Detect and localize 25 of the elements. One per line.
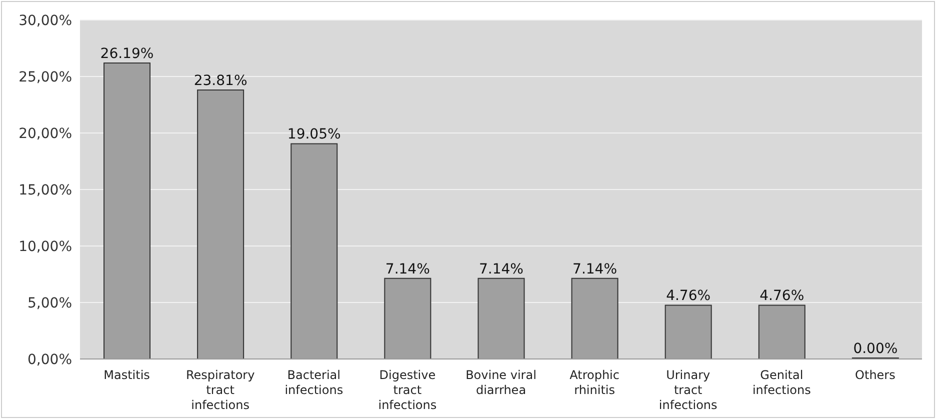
y-tick-label: 10,00% [18,238,72,255]
x-tick-label: Mastitis [104,368,150,382]
x-tick-label: Respiratory tract infections [186,368,255,412]
y-tick-label: 0,00% [28,352,72,368]
data-label: 4.76% [760,288,804,304]
x-tick-label: Digestive tract infections [378,368,437,412]
y-tick-label: 15,00% [18,182,72,198]
y-tick-label: 5,00% [28,295,72,312]
x-tick-label: Urinary tract infections [658,368,718,412]
x-tick-label: Bovine viral diarrhea [466,368,536,397]
data-label: 7.14% [478,261,524,278]
x-tick-label: Others [855,368,896,382]
data-label: 0.00% [853,341,898,357]
data-label: 26.19% [100,46,154,62]
data-label: 19.05% [287,126,341,143]
y-tick-label: 30,00% [18,12,72,29]
data-label: 7.14% [572,261,618,278]
x-tick-label: Atrophic rhinitis [570,368,620,397]
x-tick-label: Bacterial infections [284,368,344,397]
y-tick-label: 20,00% [18,126,72,142]
y-tick-label: 25,00% [18,69,72,86]
data-label: 4.76% [666,288,711,304]
data-label: 7.14% [385,261,430,278]
data-label: 23.81% [194,72,248,89]
x-tick-label: Genital infections [752,368,811,397]
